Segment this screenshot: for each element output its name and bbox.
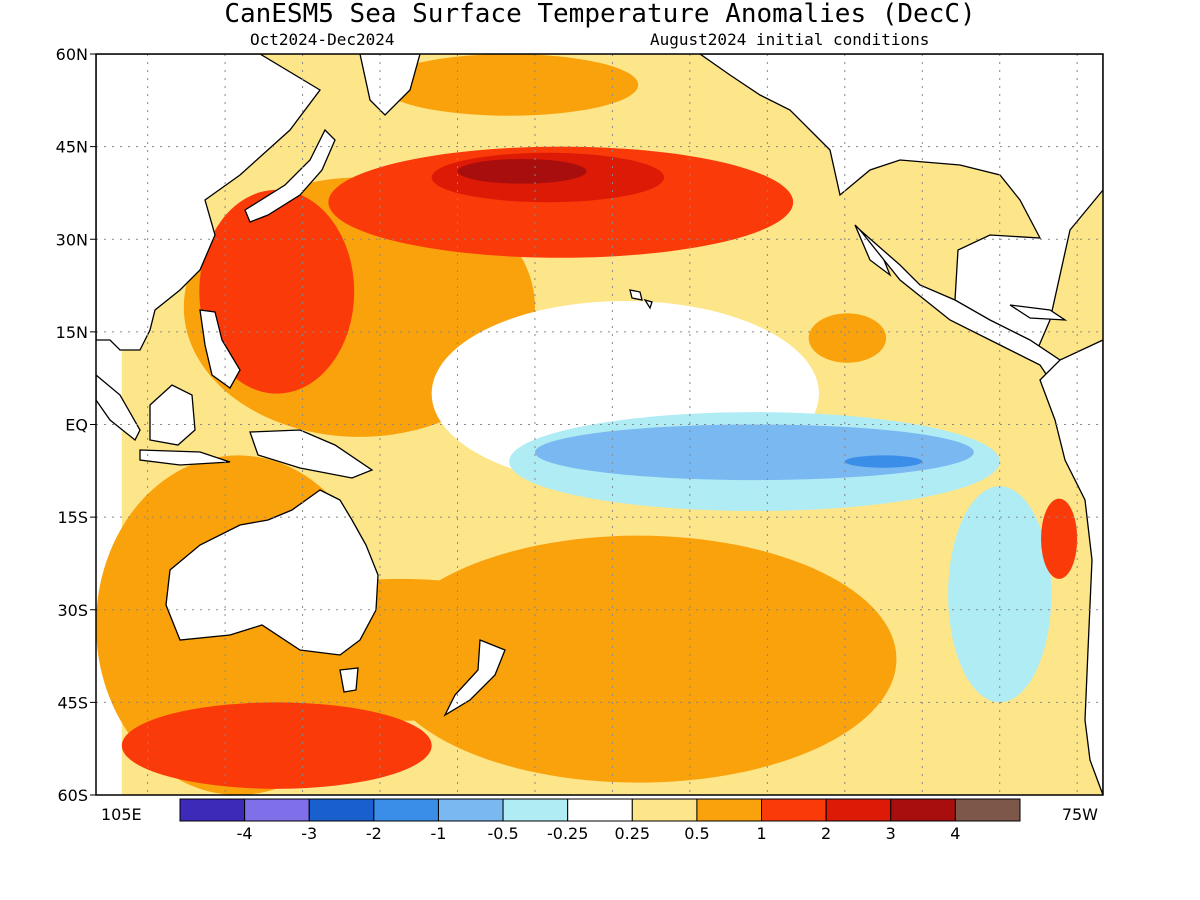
colorbar-swatch [179,798,246,822]
sumatra-landmass [96,374,141,442]
lon-end-label: 75W [1062,805,1098,824]
cuba-landmass [1009,304,1068,321]
anomaly-region-9 [199,189,355,394]
japan-landmass [244,128,336,223]
subtitle-period: Oct2024-Dec2024 [250,30,395,49]
colorbar-label: -0.25 [547,824,588,843]
anomaly-region-16 [380,54,639,116]
colorbar-label: 0.5 [684,824,709,843]
philippines-landmass [199,309,241,389]
colorbar-swatch [437,798,504,822]
colorbar-label: 2 [821,824,831,843]
colorbar-label: 3 [886,824,896,843]
colorbar-swatch [890,798,956,822]
lat-label: 15N [56,323,88,342]
north-america-landmass [698,54,1103,356]
colorbar-swatch [696,798,763,822]
colorbar-label: 0.25 [614,824,650,843]
colorbar-swatch [244,798,310,822]
lat-label: 30N [56,230,88,249]
anomaly-region-15 [808,313,887,363]
south-america-landmass [1039,339,1103,795]
colorbar-swatch [631,798,698,822]
colorbar-swatch [308,798,375,822]
colorbar-swatch [954,798,1021,822]
colorbar-swatch [567,798,633,822]
new-guinea-landmass [249,429,374,479]
subtitle-initial-conditions: August2024 initial conditions [650,30,929,49]
anomaly-region-8 [457,158,587,184]
kamchatka-landmass [359,54,421,116]
lat-label: 45N [56,138,88,157]
anomaly-region-13 [948,486,1052,703]
lat-label: 15S [57,508,88,527]
lat-label: 60N [56,45,88,64]
borneo-landmass [149,384,196,446]
colorbar-label: -1 [430,824,446,843]
lat-label: 60S [57,786,88,805]
land-masses [96,54,1103,795]
colorbar-label: -3 [301,824,317,843]
colorbar-swatch [825,798,892,822]
anomaly-region-11 [534,424,974,481]
new-zealand-landmass [443,639,506,717]
anomaly-region-17 [121,702,432,789]
colorbar-swatch [761,798,827,822]
colorbar-swatch [373,798,439,822]
latitude-labels: 60N 45N 30N 15N EQ 15S 30S 45S 60S [56,45,96,805]
lat-label: 45S [57,693,88,712]
colorbar-label: -0.5 [487,824,518,843]
colorbar-label: 4 [950,824,960,843]
hawaii-islands [629,289,653,310]
colorbar: -4 -3 -2 -1 -0.5 -0.25 0.25 0.5 1 2 3 4 [179,798,1021,843]
tasmania-landmass [339,667,359,693]
lat-label: EQ [65,416,88,435]
anomaly-region-12 [844,455,923,468]
colorbar-swatch [502,798,569,822]
map-title: CanESM5 Sea Surface Temperature Anomalie… [224,0,975,29]
map-gridlines [96,54,1103,795]
anomaly-region-14 [1041,498,1078,579]
lon-start-label: 105E [101,805,142,824]
colorbar-label: -4 [237,824,253,843]
lat-label: 30S [57,601,88,620]
java-landmass [139,449,231,466]
colorbar-label: 1 [756,824,766,843]
colorbar-label: -2 [366,824,382,843]
australia-landmass [165,489,379,656]
mainland-asia-landmass [96,54,321,351]
